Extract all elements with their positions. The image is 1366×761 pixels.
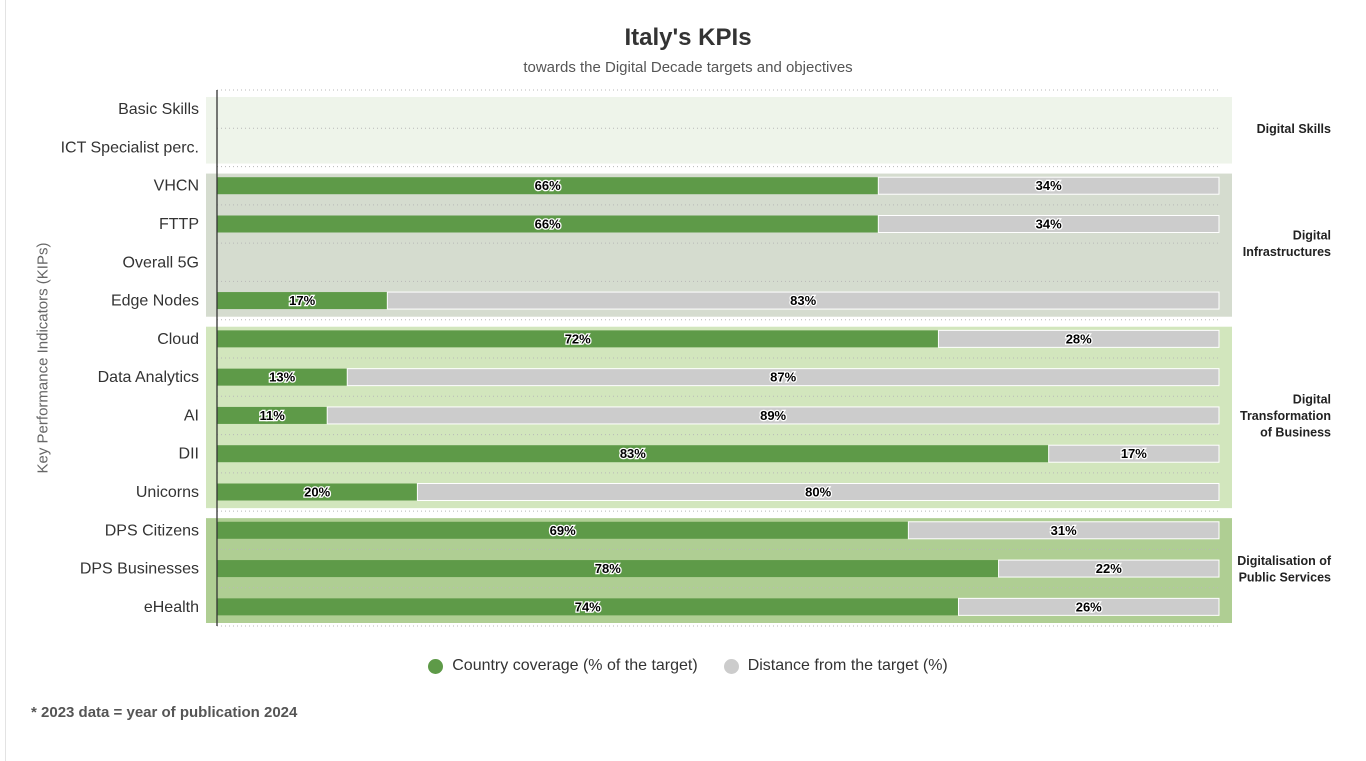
bar-distance (937, 329, 1220, 348)
data-label-distance: 80% (805, 485, 831, 500)
data-label-distance: 17% (1121, 446, 1147, 461)
bar-distance (957, 597, 1220, 616)
category-label: DPS Citizens (105, 522, 199, 539)
bar-coverage (217, 177, 879, 195)
data-label-distance: 87% (770, 370, 796, 385)
data-label-distance: 22% (1096, 561, 1122, 576)
data-label-coverage: 78% (595, 561, 621, 576)
data-label-distance: 31% (1051, 523, 1077, 538)
data-label-distance: 34% (1036, 217, 1062, 232)
bar-distance (386, 291, 1220, 310)
bar-coverage (217, 330, 939, 348)
group-label: of Business (1260, 425, 1331, 439)
data-label-coverage: 11% (259, 408, 285, 423)
group-label: Digitalisation of (1237, 554, 1332, 568)
legend-item-coverage[interactable]: Country coverage (% of the target) (428, 657, 698, 675)
data-label-distance: 28% (1066, 331, 1092, 346)
category-label: Edge Nodes (111, 293, 199, 310)
group-label: Digital (1293, 392, 1331, 406)
data-label-coverage: 72% (565, 331, 591, 346)
category-label: Overall 5G (123, 254, 199, 271)
bar-coverage (217, 521, 909, 539)
group-label: Public Services (1239, 570, 1331, 584)
data-label-coverage: 66% (535, 178, 561, 193)
chart-subtitle: towards the Digital Decade targets and o… (523, 59, 853, 76)
category-label: eHealth (144, 599, 199, 616)
group-label: Digital (1293, 228, 1331, 242)
bar-coverage (217, 292, 388, 310)
group-band-0 (206, 97, 1232, 164)
category-label: FTTP (159, 216, 199, 233)
data-label-distance: 34% (1036, 178, 1062, 193)
category-label: DPS Businesses (80, 561, 199, 578)
data-label-distance: 26% (1076, 599, 1102, 614)
data-label-coverage: 66% (535, 217, 561, 232)
legend-label-distance: Distance from the target (%) (747, 657, 948, 674)
group-label: Transformation (1240, 409, 1331, 423)
bar-distance (1048, 444, 1220, 463)
category-label: ICT Specialist perc. (61, 139, 199, 156)
legend-item-distance[interactable]: Distance from the target (%) (723, 657, 948, 675)
bar-distance (998, 559, 1220, 578)
bar-coverage (217, 598, 959, 616)
chart-title: Italy's KPIs (624, 24, 752, 51)
group-label: Infrastructures (1243, 245, 1331, 259)
category-label: Basic Skills (118, 101, 199, 118)
coverage-dot-icon (428, 658, 444, 674)
bar-coverage (217, 445, 1049, 463)
bar-coverage (217, 560, 999, 578)
category-label: Unicorns (136, 484, 199, 501)
category-label: DII (179, 446, 199, 463)
legend: Country coverage (% of the target) Dista… (0, 657, 1366, 675)
data-label-coverage: 17% (289, 293, 315, 308)
data-label-distance: 83% (790, 293, 816, 308)
bar-distance (346, 368, 1220, 387)
bar-distance (326, 406, 1220, 425)
data-label-coverage: 20% (304, 485, 330, 500)
data-label-coverage: 83% (620, 446, 646, 461)
distance-dot-icon (723, 658, 739, 674)
group-label: Digital Skills (1257, 122, 1331, 136)
bar-coverage (217, 368, 348, 386)
bar-coverage (217, 483, 418, 501)
bar-coverage (217, 215, 879, 233)
data-label-distance: 89% (760, 408, 786, 423)
data-label-coverage: 74% (575, 599, 601, 614)
bar-distance (877, 215, 1220, 233)
legend-label-coverage: Country coverage (% of the target) (452, 657, 698, 674)
footnote: * 2023 data = year of publication 2024 (31, 704, 298, 721)
category-label: Data Analytics (98, 369, 199, 386)
category-label: Cloud (157, 331, 199, 348)
data-label-coverage: 69% (550, 523, 576, 538)
category-label: AI (184, 407, 199, 424)
bar-coverage (217, 406, 328, 424)
bar-distance (907, 521, 1220, 540)
category-label: VHCN (154, 178, 199, 195)
bar-distance (877, 176, 1220, 195)
chart-frame (5, 0, 1366, 761)
data-label-coverage: 13% (269, 370, 295, 385)
bar-distance (416, 483, 1220, 501)
